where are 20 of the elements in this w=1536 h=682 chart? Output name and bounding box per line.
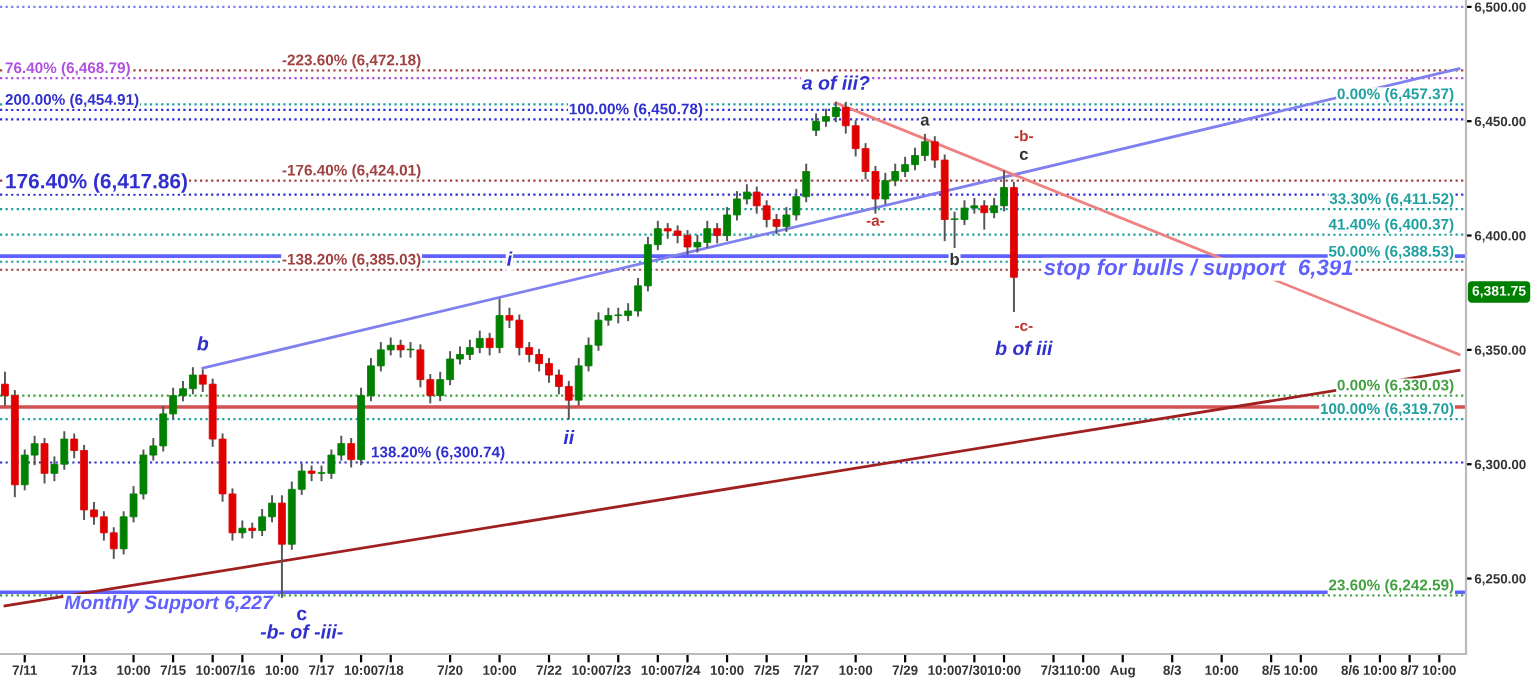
annotation: b bbox=[197, 336, 209, 351]
candlestick bbox=[40, 438, 49, 484]
candlestick bbox=[713, 223, 722, 244]
ref-line-label: 176.40% (6,417.86) bbox=[6, 173, 187, 193]
candlestick bbox=[347, 438, 356, 468]
annotation: ii bbox=[563, 429, 575, 445]
candlestick bbox=[485, 332, 494, 356]
candlestick bbox=[495, 298, 504, 354]
candlestick bbox=[980, 200, 989, 230]
annotation: c bbox=[1019, 150, 1028, 160]
annotation: a of iii? bbox=[801, 75, 870, 90]
annotation: b bbox=[950, 252, 959, 266]
annotation: b of iii bbox=[995, 340, 1053, 356]
annotation: c bbox=[297, 609, 307, 621]
annotation: a bbox=[920, 116, 930, 126]
annotation: -b- of -iii- bbox=[260, 624, 343, 639]
annotation: i bbox=[507, 251, 513, 266]
candlestick bbox=[278, 495, 286, 598]
ref-line-label: stop for bulls / support 6,391 bbox=[1043, 258, 1353, 280]
ref-line-label: Monthly Support 6,227 bbox=[64, 595, 274, 614]
